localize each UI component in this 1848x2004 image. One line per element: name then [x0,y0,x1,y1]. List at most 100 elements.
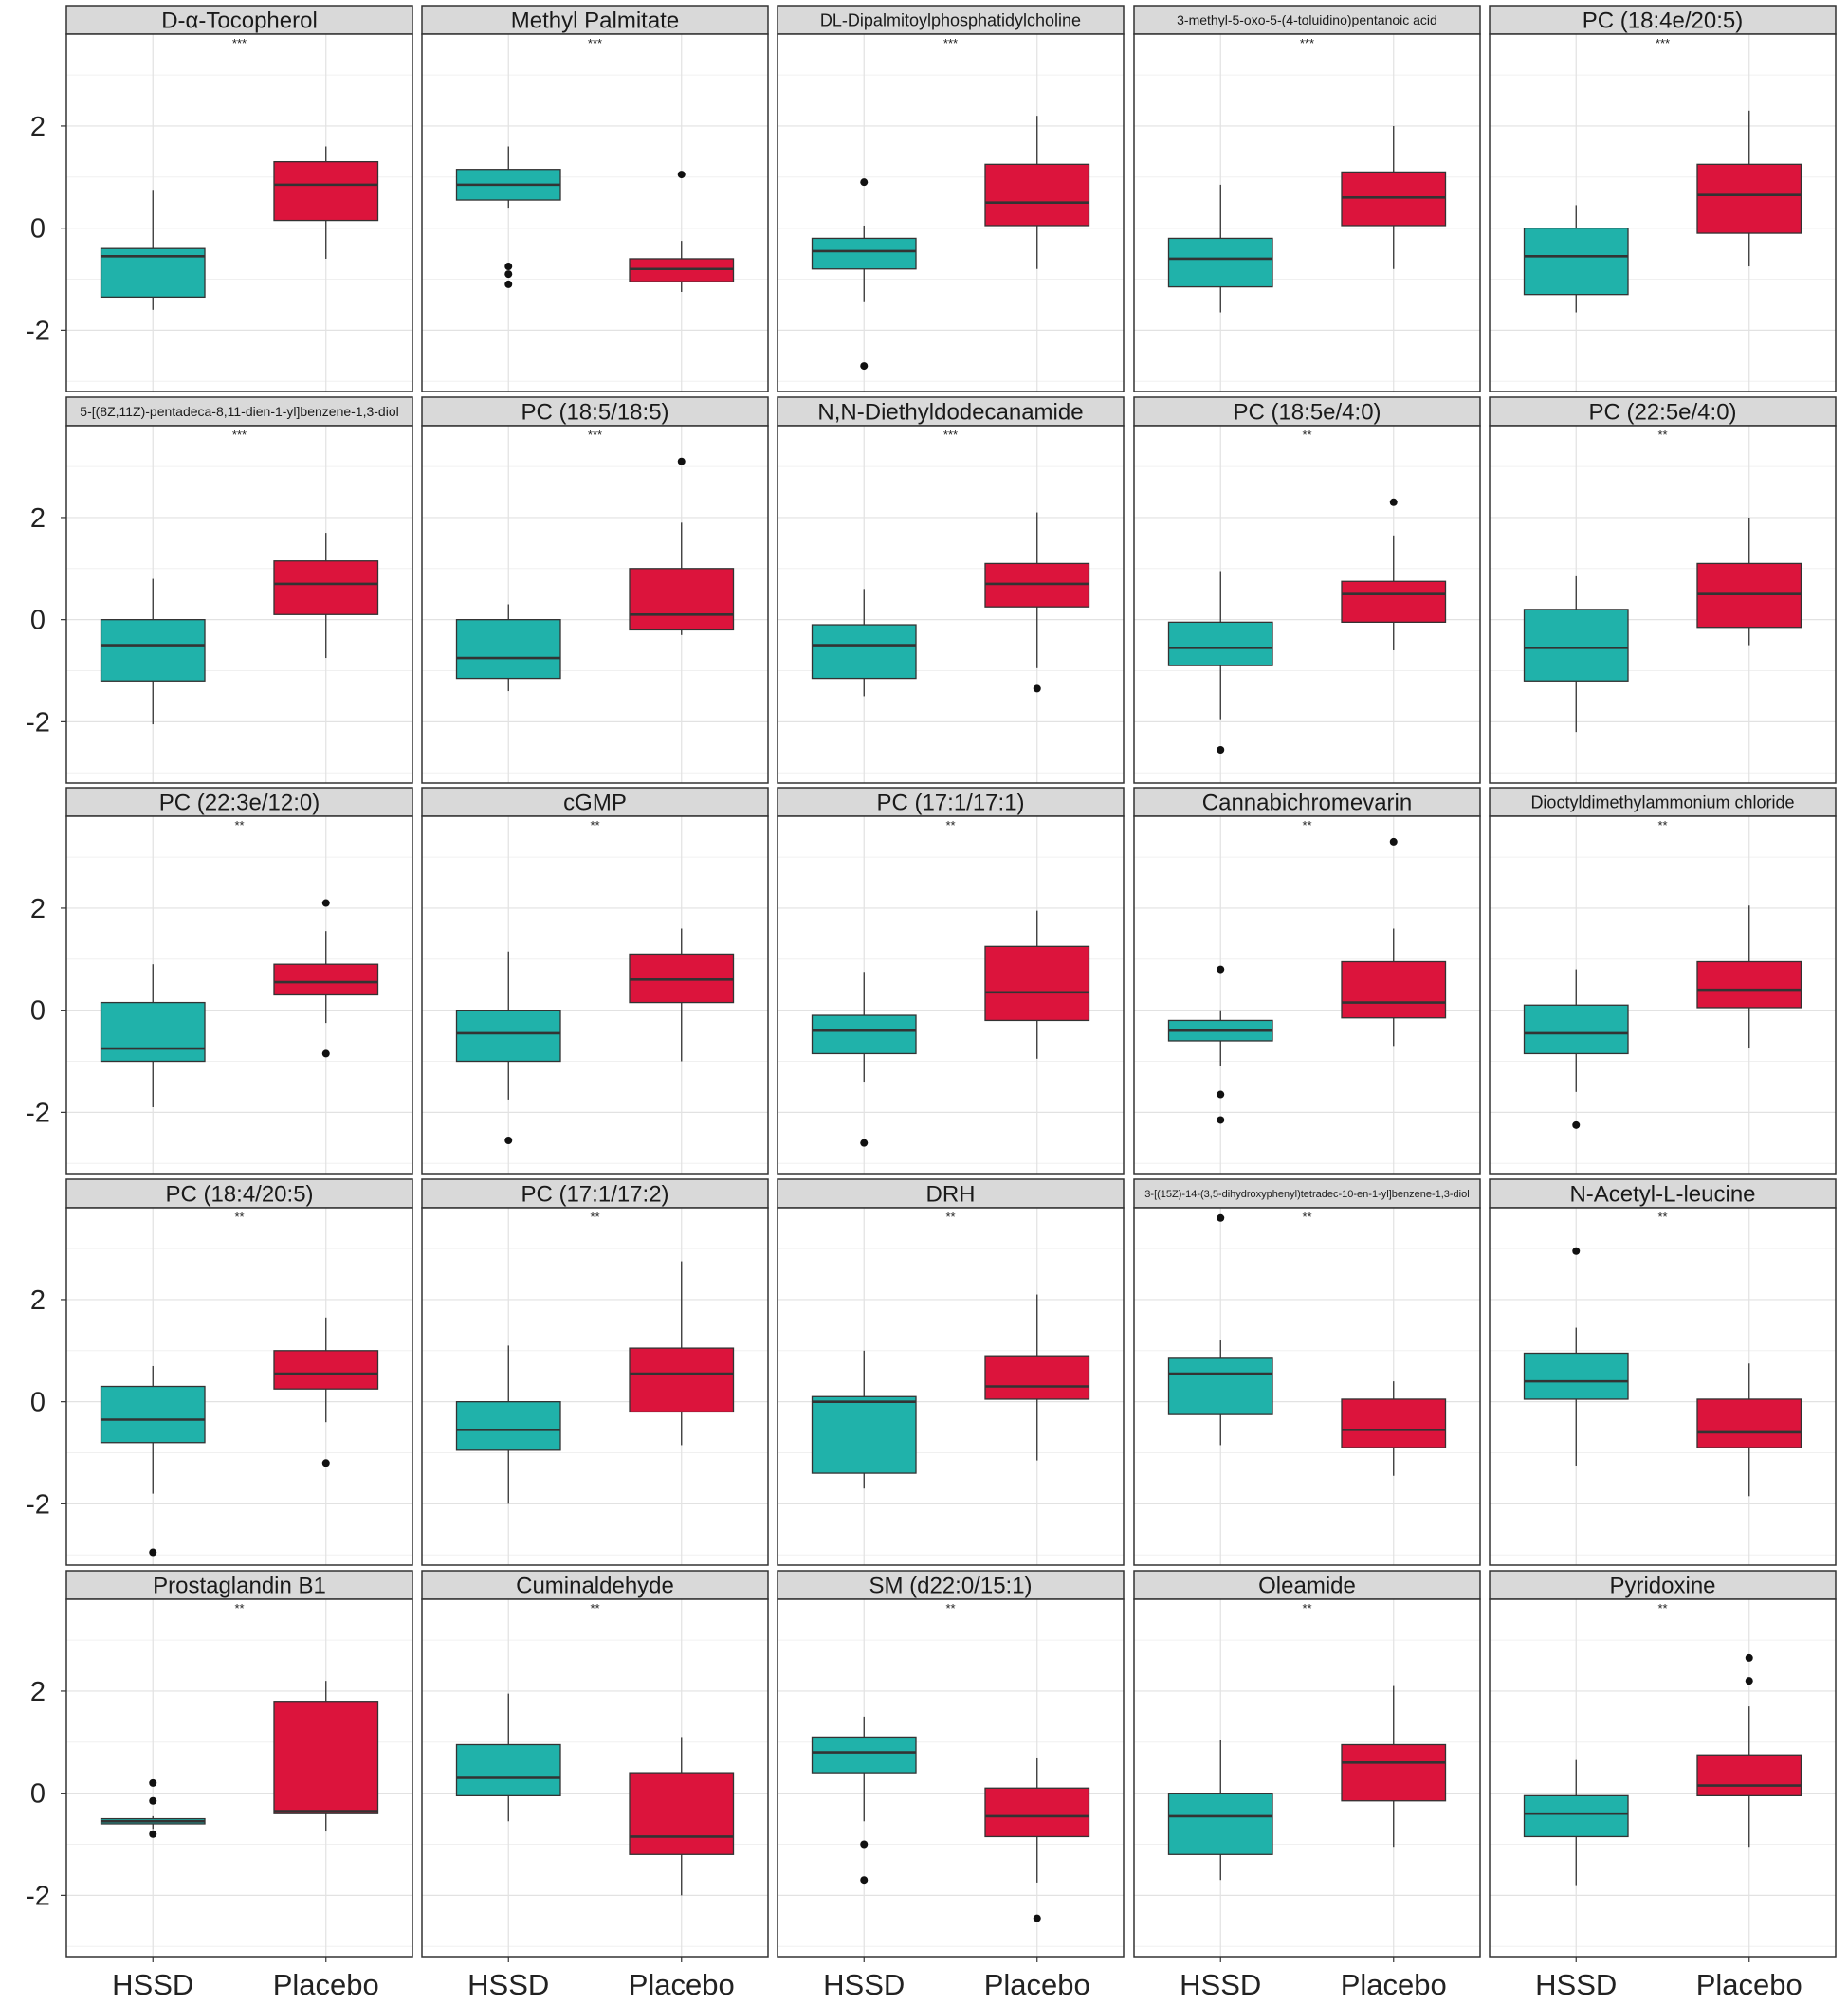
significance-label: ** [590,1210,599,1224]
box-hssd [811,1395,917,1474]
panel-border [421,1598,769,1958]
x-tick-label: Placebo [1341,1968,1447,1999]
panel-title: Prostaglandin B1 [153,1574,326,1599]
panel-title: Dioctyldimethylammonium chloride [1530,792,1794,811]
panel-border [1489,425,1837,784]
box-placebo [1696,163,1802,234]
box-placebo [984,163,1090,227]
box-hssd [1167,1793,1273,1855]
box-hssd [100,619,206,682]
box-hssd [100,1001,206,1063]
panel-title: Oleamide [1258,1574,1356,1599]
panel-strip [1133,1570,1481,1600]
box-hssd [1523,1352,1629,1400]
box-placebo [1696,1754,1802,1796]
panel-strip [777,1570,1125,1600]
box-placebo [1341,171,1447,227]
box-placebo [1341,960,1447,1019]
panel-strip [65,5,413,35]
panel-border [1133,815,1481,1175]
panel-border [421,33,769,392]
panel-border [1489,33,1837,392]
x-tick-label: HSSD [1180,1968,1261,1999]
panel-title: PC (18:4/20:5) [165,1182,313,1208]
panel-title: 5-[(8Z,11Z)-pentadeca-8,11-dien-1-yl]ben… [80,404,398,419]
panel-border [65,1598,413,1958]
box-hssd [1167,621,1273,666]
panel-border [777,815,1125,1175]
panel-strip [421,5,769,35]
box-placebo [984,1787,1090,1838]
panel-title: PC (18:5e/4:0) [1233,400,1381,426]
y-tick-label: 2 [30,1285,46,1316]
panel-title: 3-[(15Z)-14-(3,5-dihydroxyphenyl)tetrade… [1144,1189,1469,1200]
panel-border [1489,1598,1837,1958]
outlier-point [860,178,869,187]
box-placebo [1696,562,1802,629]
box-hssd [455,1010,561,1063]
y-tick-label: -2 [26,707,50,738]
panel-border [421,425,769,784]
panel-title: Cuminaldehyde [516,1574,674,1599]
box-placebo [1341,580,1447,623]
box-placebo [984,1355,1090,1400]
box-placebo [629,568,735,631]
box-hssd [1167,237,1273,288]
panel-title: N-Acetyl-L-leucine [1569,1182,1755,1208]
outlier-point [504,1136,513,1144]
significance-label: ** [1657,428,1667,442]
outlier-point [677,457,686,465]
significance-label: ** [1302,1210,1311,1224]
box-hssd [455,1743,561,1796]
outlier-point [1033,684,1041,693]
y-tick-label: 0 [30,214,46,245]
panel-strip [1489,1178,1837,1209]
panel-border [777,1598,1125,1958]
panel-title: Methyl Palmitate [511,9,679,34]
outlier-point [149,1796,157,1805]
significance-label: ** [234,1601,244,1615]
x-tick-label: HSSD [1535,1968,1617,1999]
outlier-point [149,1830,157,1838]
y-tick-label: 2 [30,1677,46,1707]
box-placebo [1341,1398,1447,1448]
significance-label: *** [943,428,958,442]
box-placebo [984,562,1090,608]
panel-strip [65,787,413,817]
significance-label: *** [588,428,602,442]
panel-background [422,34,768,392]
significance-label: ** [1657,818,1667,832]
box-placebo [273,1350,379,1390]
panel-title: PC (22:3e/12:0) [159,791,320,816]
outlier-point [1572,1120,1581,1129]
significance-label: *** [943,36,958,50]
panel-border [65,1207,413,1566]
outlier-point [149,1548,157,1557]
box-placebo [629,258,735,282]
panel-border [777,33,1125,392]
y-tick-label: 0 [30,1779,46,1810]
significance-label: ** [590,818,599,832]
y-tick-label: 2 [30,503,46,534]
outlier-point [1217,965,1225,974]
y-tick-label: -2 [26,1098,50,1128]
panel-border [1133,1598,1481,1958]
outlier-point [504,280,513,288]
panel-title: SM (d22:0/15:1) [869,1574,1032,1599]
panel-title: PC (22:5e/4:0) [1588,400,1736,426]
x-tick-label: Placebo [1696,1968,1802,1999]
x-tick-label: Placebo [629,1968,735,1999]
panel-title: PC (18:5/18:5) [521,400,668,426]
significance-label: ** [1302,428,1311,442]
panel-strip [65,1178,413,1209]
panel-strip [1489,5,1837,35]
y-tick-label: 2 [30,112,46,142]
outlier-point [1745,1677,1753,1685]
box-placebo [1696,1398,1802,1448]
outlier-point [860,362,869,371]
outlier-point [1217,745,1225,754]
box-hssd [1523,228,1629,296]
box-placebo [629,1772,735,1855]
box-hssd [1523,1794,1629,1838]
